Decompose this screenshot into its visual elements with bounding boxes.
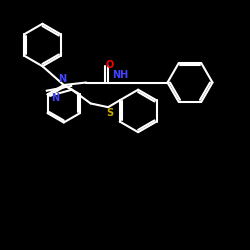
Text: S: S: [106, 108, 113, 118]
Text: NH: NH: [112, 70, 128, 81]
Text: N: N: [58, 74, 66, 84]
Text: O: O: [106, 60, 114, 70]
Text: N: N: [52, 93, 60, 103]
